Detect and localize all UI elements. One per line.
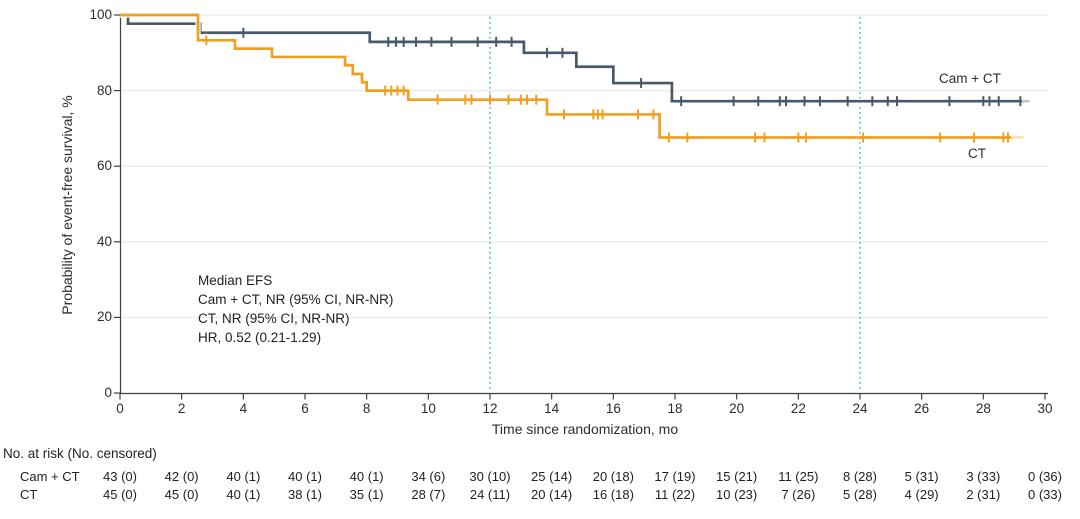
- risk-value: 40 (1): [226, 469, 261, 484]
- risk-row-label-ct: CT: [20, 487, 38, 502]
- y-axis-title: Probability of event-free survival, %: [59, 95, 75, 315]
- series-cam-ct: [120, 12, 1030, 108]
- risk-value: 7 (26): [781, 487, 816, 502]
- y-tick-label: 40: [96, 233, 112, 249]
- risk-value: 2 (31): [966, 487, 1001, 502]
- risk-value: 4 (29): [904, 487, 939, 502]
- x-tick-label: 14: [544, 401, 560, 416]
- risk-row-label-cam-ct: Cam + CT: [20, 469, 80, 484]
- risk-table-header: No. at risk (No. censored): [3, 446, 157, 461]
- risk-value: 10 (23): [716, 487, 758, 502]
- annotation-line-cam-ct: Cam + CT, NR (95% CI, NR-NR): [198, 292, 394, 307]
- x-tick-label: 8: [362, 401, 371, 416]
- risk-value: 5 (31): [904, 469, 939, 484]
- x-tick-label: 26: [914, 401, 930, 416]
- risk-value: 45 (0): [103, 487, 137, 502]
- series-label-cam-ct: Cam + CT: [939, 71, 1001, 86]
- risk-value: 35 (1): [349, 487, 384, 502]
- series-label-ct: CT: [968, 146, 986, 161]
- x-tick-label: 18: [667, 401, 683, 416]
- x-tick-label: 24: [852, 401, 868, 416]
- x-tick-label: 22: [790, 401, 806, 416]
- x-tick-label: 30: [1037, 401, 1053, 416]
- risk-value: 20 (14): [531, 487, 573, 502]
- risk-value: 0 (36): [1028, 469, 1062, 484]
- risk-value: 25 (14): [531, 469, 573, 484]
- x-tick-label: 20: [729, 401, 745, 416]
- x-tick-label: 16: [605, 401, 621, 416]
- annotation-line-median: Median EFS: [198, 273, 273, 288]
- risk-value: 8 (28): [843, 469, 877, 484]
- axes: [114, 14, 1048, 400]
- risk-value: 43 (0): [103, 469, 137, 484]
- risk-value: 40 (1): [349, 469, 384, 484]
- x-tick-label: 6: [301, 401, 309, 416]
- risk-value: 30 (10): [469, 469, 511, 484]
- reference-lines: [489, 17, 861, 392]
- risk-value: 11 (25): [778, 469, 819, 484]
- risk-value: 45 (0): [164, 487, 199, 502]
- risk-value: 0 (33): [1028, 487, 1062, 502]
- risk-value: 40 (1): [288, 469, 322, 484]
- x-tick-label: 28: [975, 401, 991, 416]
- y-tick-label: 20: [96, 309, 112, 325]
- risk-value: 38 (1): [288, 487, 322, 502]
- x-tick-label: 2: [177, 401, 186, 416]
- y-tick-label: 0: [104, 385, 112, 400]
- x-tick-label: 10: [420, 401, 436, 416]
- median-efs-annotation: Median EFS Cam + CT, NR (95% CI, NR-NR) …: [198, 271, 393, 347]
- y-tick-label: 80: [96, 82, 112, 98]
- risk-value: 5 (28): [843, 487, 877, 502]
- x-axis-title: Time since randomization, mo: [491, 421, 679, 437]
- annotation-line-ct: CT, NR (95% CI, NR-NR): [198, 311, 350, 326]
- series-ct: [120, 12, 1024, 144]
- risk-value: 17 (19): [654, 469, 696, 484]
- risk-value: 3 (33): [966, 469, 1001, 484]
- risk-value: 40 (1): [226, 487, 261, 502]
- y-tick-label: 60: [96, 158, 112, 174]
- x-tick-label: 4: [239, 401, 248, 416]
- risk-value: 28 (7): [411, 487, 446, 502]
- x-tick-label: 0: [116, 401, 124, 416]
- risk-value: 16 (18): [592, 487, 634, 502]
- risk-value: 15 (21): [716, 469, 758, 484]
- risk-value: 11 (22): [654, 487, 696, 502]
- risk-value: 24 (11): [469, 487, 511, 502]
- risk-value: 34 (6): [411, 469, 446, 484]
- risk-value: 20 (18): [592, 469, 634, 484]
- y-tick-label: 100: [89, 7, 112, 22]
- gridlines: [121, 14, 1048, 318]
- x-tick-label: 12: [482, 401, 498, 416]
- risk-value: 42 (0): [164, 469, 199, 484]
- annotation-line-hr: HR, 0.52 (0.21-1.29): [198, 330, 322, 345]
